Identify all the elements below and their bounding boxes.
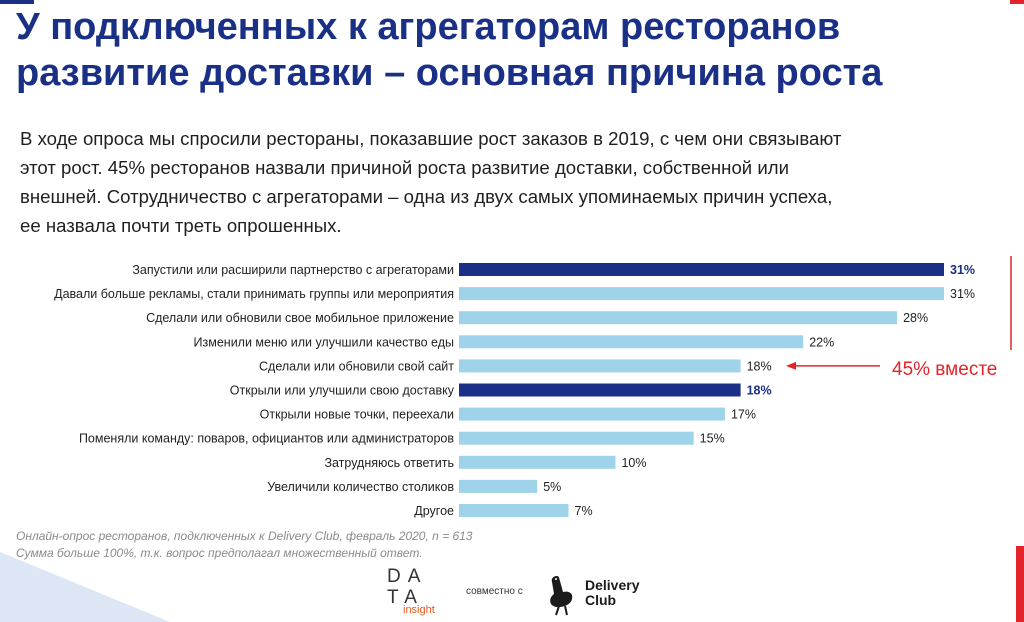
delivery-club-line: Club	[585, 592, 617, 608]
slide-title-line: развитие доставки – основная причина рос…	[16, 52, 883, 94]
category-label: Другое	[414, 504, 454, 518]
value-label: 7%	[575, 504, 593, 518]
category-label: Открыли новые точки, переехали	[260, 408, 454, 422]
annotation-arrowhead	[786, 361, 796, 370]
slide-title-line: У подключенных к агрегаторам ресторанов	[16, 6, 841, 48]
value-label: 31%	[950, 287, 975, 301]
description-line: этот рост. 45% ресторанов назвали причин…	[20, 157, 789, 178]
delivery-club-line: Delivery	[585, 577, 640, 593]
data-logo-sub: insight	[403, 604, 435, 616]
value-label: 18%	[747, 359, 772, 373]
value-label: 10%	[621, 456, 646, 470]
bar	[459, 504, 569, 517]
data-insight-logo: DA TA insight	[387, 566, 447, 618]
category-label: Изменили меню или улучшили качество еды	[194, 335, 454, 349]
category-label: Поменяли команду: поваров, официантов ил…	[79, 432, 454, 446]
bar	[459, 455, 616, 469]
category-label: Запустили или расширили партнерство с аг…	[132, 263, 454, 277]
bar-chart: Запустили или расширили партнерство с аг…	[54, 256, 1012, 518]
value-label: 18%	[747, 384, 772, 398]
combined-delivery-annotation: 45% вместе	[892, 359, 998, 380]
bar	[459, 311, 898, 325]
category-label: Сделали или обновили свой сайт	[259, 359, 454, 373]
source-line: Сумма больше 100%, т.к. вопрос предполаг…	[16, 546, 423, 560]
value-label: 22%	[809, 335, 834, 349]
description-line: В ходе опроса мы спросили рестораны, пок…	[20, 128, 842, 149]
value-label: 5%	[543, 480, 561, 494]
slide-title: У подключенных к агрегаторам ресторанов …	[16, 4, 1006, 96]
right-edge-accent	[1016, 546, 1024, 622]
corner-decoration	[0, 552, 170, 622]
ostrich-icon	[550, 576, 573, 616]
category-label: Увеличили количество столиков	[267, 480, 454, 494]
bar	[459, 431, 694, 445]
together-with-label: совместно с	[466, 586, 523, 597]
bar	[459, 479, 538, 493]
delivery-club-logo: Delivery Club	[585, 578, 639, 608]
top-right-accent	[1010, 0, 1024, 4]
bracket-line	[1010, 256, 1012, 350]
top-left-accent	[0, 0, 34, 4]
bar	[459, 287, 944, 301]
category-label: Сделали или обновили свое мобильное прил…	[146, 311, 454, 325]
description-line: внешней. Сотрудничество с агрегаторами –…	[20, 186, 833, 207]
data-logo-line: DA	[387, 566, 428, 587]
description-line: ее назвала почти треть опрошенных.	[20, 215, 342, 236]
value-label: 17%	[731, 408, 756, 422]
bar	[459, 359, 741, 373]
bar	[459, 407, 725, 421]
slide-description: В ходе опроса мы спросили рестораны, пок…	[20, 124, 1010, 240]
source-note: Онлайн-опрос ресторанов, подключенных к …	[16, 528, 716, 562]
category-label: Давали больше рекламы, стали принимать г…	[54, 287, 454, 301]
category-label: Открыли или улучшили свою доставку	[230, 384, 455, 398]
value-label: 15%	[700, 432, 725, 446]
value-label: 28%	[903, 311, 928, 325]
bar	[459, 335, 804, 349]
value-label: 31%	[950, 263, 975, 277]
bar	[459, 383, 741, 397]
source-line: Онлайн-опрос ресторанов, подключенных к …	[16, 529, 473, 543]
data-logo-line: TA	[387, 587, 424, 608]
category-label: Затрудняюсь ответить	[324, 456, 454, 470]
bar	[459, 263, 944, 276]
